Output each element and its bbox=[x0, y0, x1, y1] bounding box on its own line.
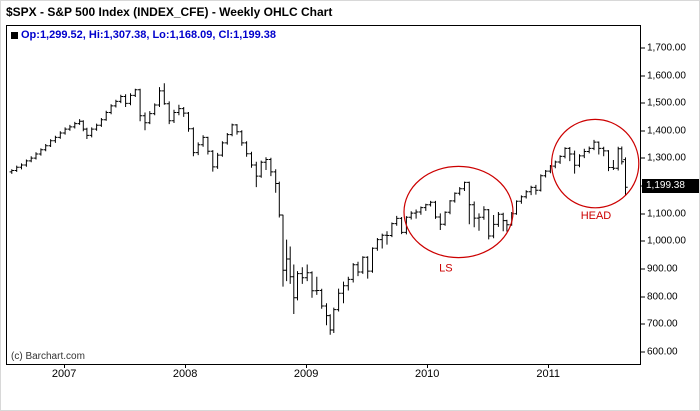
y-axis-label: 800.00 bbox=[641, 291, 678, 302]
y-axis-tick bbox=[641, 323, 645, 325]
x-axis-tick bbox=[306, 365, 308, 368]
x-axis-label: 2007 bbox=[51, 368, 77, 380]
y-axis-label: 600.00 bbox=[641, 346, 678, 357]
barchart-watermark: (c) Barchart.com bbox=[11, 351, 85, 362]
ohlc-legend: Op:1,299.52, Hi:1,307.38, Lo:1,168.09, C… bbox=[11, 29, 276, 41]
annotation-label-head: HEAD bbox=[581, 210, 612, 222]
y-axis-tick bbox=[641, 47, 645, 49]
y-axis-label: 1,300.00 bbox=[641, 153, 686, 164]
y-axis-tick bbox=[641, 213, 645, 215]
last-price-badge: 1,199.38 bbox=[642, 179, 699, 194]
y-axis-label: 1,600.00 bbox=[641, 70, 686, 81]
y-axis-tick bbox=[641, 240, 645, 242]
legend-ohlc-values: Op:1,299.52, Hi:1,307.38, Lo:1,168.09, C… bbox=[21, 29, 276, 41]
chart-title: $SPX - S&P 500 Index (INDEX_CFE) - Weekl… bbox=[6, 5, 333, 19]
ohlc-bars bbox=[9, 83, 628, 335]
y-axis-label: 1,100.00 bbox=[641, 208, 686, 219]
y-axis-label: 700.00 bbox=[641, 319, 678, 330]
y-axis-tick bbox=[641, 268, 645, 270]
y-axis-label: 1,400.00 bbox=[641, 125, 686, 136]
x-axis-tick bbox=[64, 365, 66, 368]
y-axis-tick bbox=[641, 296, 645, 298]
x-axis-label: 2008 bbox=[172, 368, 198, 380]
y-axis-label: 1,700.00 bbox=[641, 42, 686, 53]
legend-marker-icon bbox=[11, 31, 18, 39]
annotation-label-ls: LS bbox=[439, 262, 452, 274]
x-axis-tick bbox=[548, 365, 550, 368]
y-axis-tick bbox=[641, 102, 645, 104]
x-axis-label: 2010 bbox=[414, 368, 440, 380]
y-axis-tick bbox=[641, 351, 645, 353]
y-axis-tick bbox=[641, 157, 645, 159]
annotation-ellipse-head bbox=[551, 118, 640, 209]
x-axis-tick bbox=[185, 365, 187, 368]
x-axis-label: 2011 bbox=[536, 368, 561, 380]
x-axis-label: 2009 bbox=[293, 368, 319, 380]
annotation-ellipse-ls bbox=[403, 165, 514, 259]
y-axis-label: 900.00 bbox=[641, 264, 678, 275]
y-axis-tick bbox=[641, 130, 645, 132]
plot-area: LS HEAD Op:1,299.52, Hi:1,307.38, Lo:1,16… bbox=[6, 25, 641, 365]
x-axis-tick bbox=[427, 365, 429, 368]
ohlc-plot: LS HEAD bbox=[9, 83, 640, 335]
y-axis-tick bbox=[641, 75, 645, 77]
y-axis-label: 1,500.00 bbox=[641, 98, 686, 109]
y-axis-label: 1,000.00 bbox=[641, 236, 686, 247]
